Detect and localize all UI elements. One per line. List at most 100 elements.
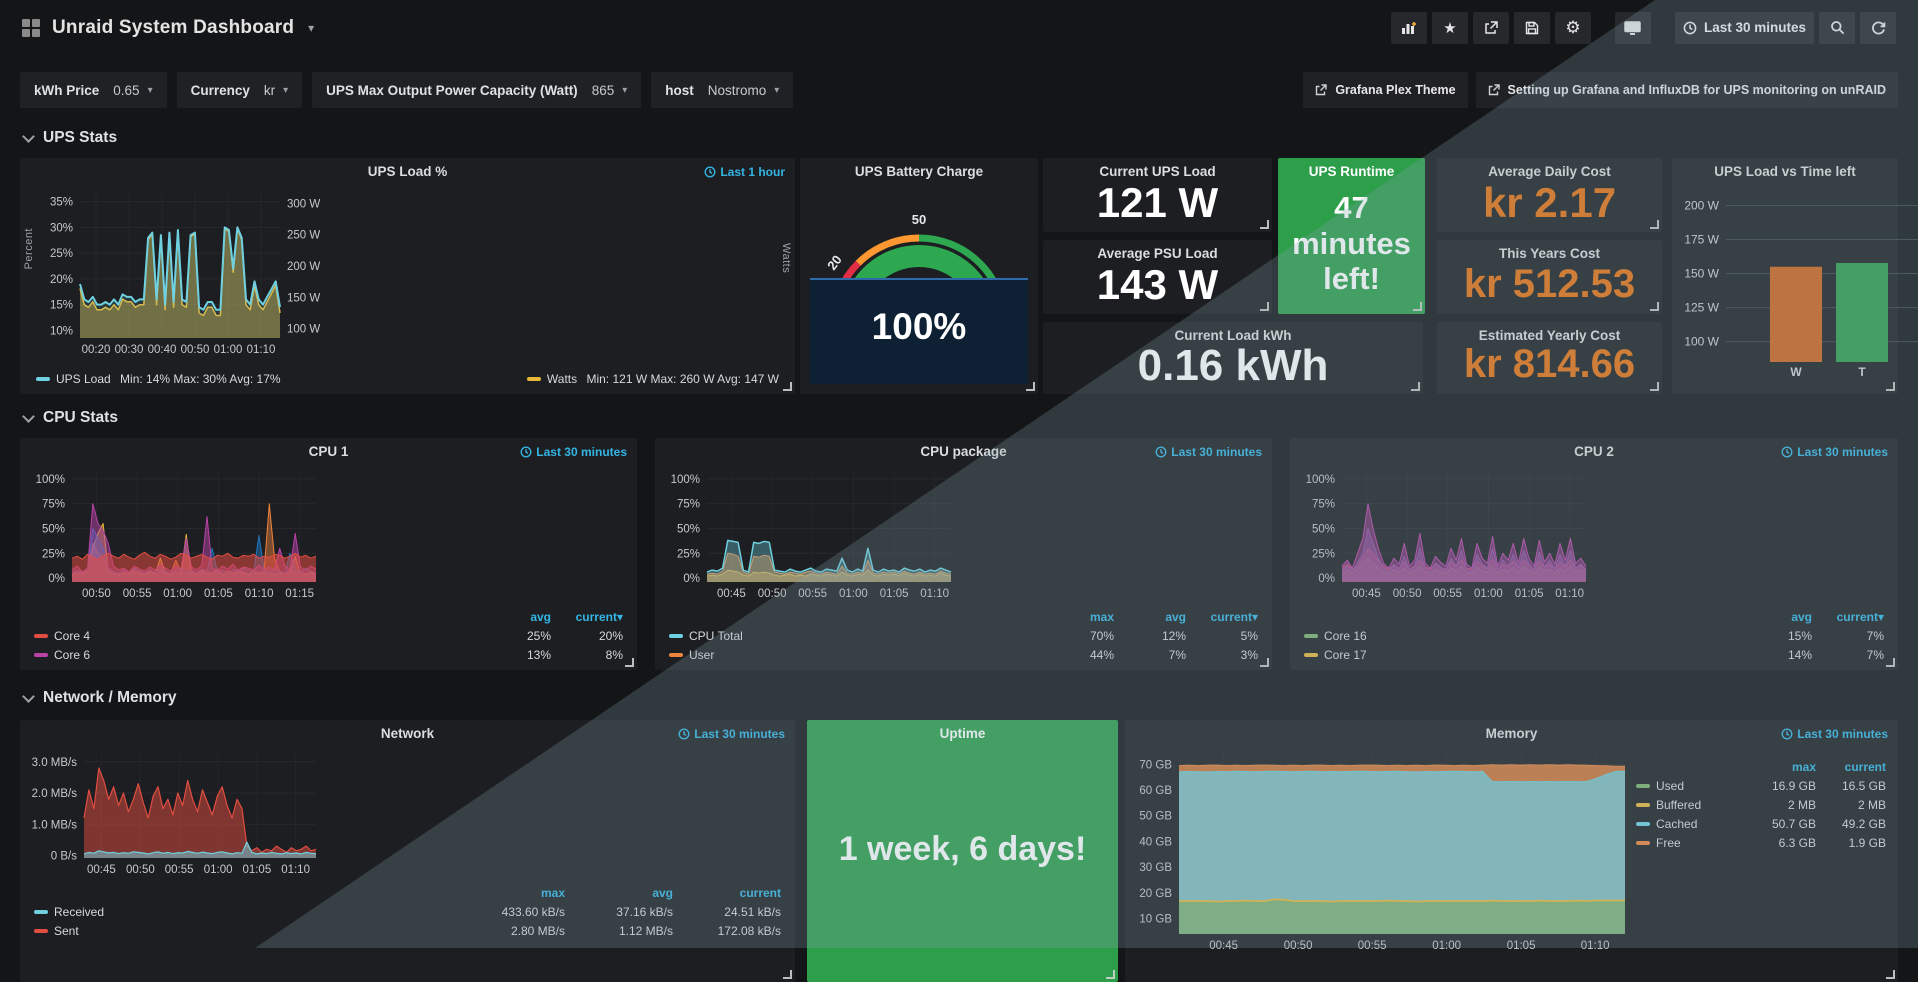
search-button[interactable] <box>1819 11 1855 44</box>
legend-column-header[interactable]: current▾ <box>1836 610 1884 624</box>
legend-column-header[interactable]: current <box>1844 760 1886 774</box>
panel-title[interactable]: UPS Battery Charge <box>854 164 984 179</box>
share-icon <box>1485 20 1498 34</box>
ups-load-chart: 35% 30% 25% 20% 15% 10% 300 W 250 W 200 W 150 W 10… <box>50 194 320 356</box>
panel-time-range[interactable]: Last 30 minutes <box>520 445 627 459</box>
panel-current-load-kwh: Current Load kWh 0.16 kWh <box>1043 322 1423 394</box>
legend-series-label[interactable]: Core 6 <box>54 648 91 662</box>
legend-series-label[interactable]: Used <box>1656 779 1685 793</box>
svg-text:175 W: 175 W <box>1684 233 1719 247</box>
legend-column-header[interactable]: avg <box>1791 610 1812 624</box>
stat-value: kr 2.17 <box>1482 179 1617 226</box>
legend-column-header[interactable]: max <box>1791 760 1816 774</box>
legend-series-label[interactable]: Free <box>1656 836 1681 850</box>
clock-icon <box>704 166 716 178</box>
legend-series-stats: Min: 14% Max: 30% Avg: 17% <box>116 372 281 386</box>
variable-value-dropdown[interactable]: 865 ▾ <box>591 82 628 98</box>
svg-text:00:50: 00:50 <box>1284 940 1313 952</box>
legend-series-label[interactable]: Core 16 <box>1324 629 1367 643</box>
legend-series-label[interactable]: Core 17 <box>1324 648 1367 662</box>
legend-series-label[interactable]: UPS Load <box>56 372 111 386</box>
stat-value: kr 512.53 <box>1463 262 1636 306</box>
legend-value: 7% <box>1866 629 1884 643</box>
collapse-chevron-icon <box>22 409 35 423</box>
legend-value: 2 MB <box>1857 798 1886 812</box>
stat-value: 121 W <box>1096 179 1219 226</box>
section-cpu-stats[interactable]: CPU Stats <box>22 406 118 430</box>
legend-column-header[interactable]: max <box>540 886 565 900</box>
svg-text:10 GB: 10 GB <box>1139 914 1172 926</box>
svg-text:0%: 0% <box>48 573 65 585</box>
panel-title[interactable]: Memory <box>1485 726 1538 741</box>
panel-time-range[interactable]: Last 1 hour <box>704 165 785 179</box>
legend-series-label[interactable]: User <box>689 648 715 662</box>
legend-value: 16.9 GB <box>1771 779 1816 793</box>
legend-series-label[interactable]: CPU Total <box>689 629 743 643</box>
refresh-button[interactable] <box>1860 11 1896 44</box>
legend-column-header[interactable]: current▾ <box>1210 610 1258 624</box>
link-grafana-influxdb-guide[interactable]: Setting up Grafana and InfluxDB for UPS … <box>1475 72 1898 108</box>
time-range-picker[interactable]: Last 30 minutes <box>1674 11 1814 44</box>
panel-title[interactable]: UPS Runtime <box>1308 164 1395 179</box>
panel-title[interactable]: Average Daily Cost <box>1488 164 1611 179</box>
gauge-value: 100% <box>871 306 967 347</box>
panel-title[interactable]: CPU 1 <box>308 444 349 459</box>
panel-title[interactable]: Estimated Yearly Cost <box>1478 328 1621 343</box>
dashboard-grid-icon[interactable] <box>22 18 40 37</box>
section-network-memory[interactable]: Network / Memory <box>22 686 177 710</box>
legend-series-label[interactable]: Watts <box>546 372 578 386</box>
y2-axis-label: Watts <box>780 243 792 274</box>
panel-time-range[interactable]: Last 30 minutes <box>1781 727 1888 741</box>
panel-network: Network Last 30 minutes 3.0 MB/s 2.0 MB/s… <box>20 720 795 982</box>
dashboard-title[interactable]: Unraid System Dashboard <box>52 16 295 38</box>
panel-title[interactable]: Current Load kWh <box>1174 328 1292 343</box>
legend-series-label[interactable]: Sent <box>54 924 79 938</box>
legend-column-header[interactable]: avg <box>1165 610 1186 624</box>
legend-column-header[interactable]: avg <box>652 886 673 900</box>
panel-title[interactable]: CPU package <box>920 444 1007 459</box>
legend-column-header[interactable]: max <box>1089 610 1114 624</box>
panel-title[interactable]: Average PSU Load <box>1097 246 1218 261</box>
legend-column-header[interactable]: avg <box>530 610 551 624</box>
panel-title[interactable]: CPU 2 <box>1574 444 1614 459</box>
legend-series-label[interactable]: Core 4 <box>54 629 91 643</box>
legend-series-label[interactable]: Cached <box>1656 817 1698 831</box>
settings-button[interactable]: ⚙ <box>1554 11 1591 44</box>
legend-series-marker <box>1636 822 1650 826</box>
legend-column-header[interactable]: current <box>739 886 781 900</box>
share-button[interactable] <box>1472 11 1509 44</box>
panel-time-range[interactable]: Last 30 minutes <box>678 727 785 741</box>
panel-title[interactable]: This Years Cost <box>1498 246 1601 261</box>
variable-value-dropdown[interactable]: kr ▾ <box>263 82 289 98</box>
svg-text:00:50: 00:50 <box>82 588 111 600</box>
svg-text:01:00: 01:00 <box>214 344 243 356</box>
save-button[interactable] <box>1513 11 1550 44</box>
legend-series-label[interactable]: Received <box>54 905 105 919</box>
panel-title[interactable]: Network <box>380 726 435 741</box>
svg-text:01:05: 01:05 <box>242 864 271 876</box>
section-ups-stats[interactable]: UPS Stats <box>22 126 117 150</box>
svg-text:W: W <box>1790 365 1802 379</box>
panel-title[interactable]: Uptime <box>939 726 986 741</box>
time-range-label: Last 30 minutes <box>1703 20 1806 35</box>
add-panel-button[interactable] <box>1390 11 1427 44</box>
variable-value-dropdown[interactable]: 0.65 ▾ <box>113 82 153 98</box>
variable-value-dropdown[interactable]: Nostromo ▾ <box>707 82 780 98</box>
add-panel-icon <box>1401 21 1416 34</box>
clock-icon <box>1155 446 1167 458</box>
tv-mode-button[interactable] <box>1614 11 1651 44</box>
link-grafana-plex-theme[interactable]: Grafana Plex Theme <box>1303 72 1468 108</box>
legend-column-header[interactable]: current▾ <box>575 610 623 624</box>
legend-series-label[interactable]: Buffered <box>1656 798 1702 812</box>
panel-time-range[interactable]: Last 30 minutes <box>1155 445 1262 459</box>
panel-title[interactable]: UPS Load % <box>367 164 448 179</box>
svg-text:01:05: 01:05 <box>1515 588 1544 600</box>
svg-text:01:15: 01:15 <box>285 588 314 600</box>
svg-text:50%: 50% <box>1312 523 1335 535</box>
star-button[interactable]: ★ <box>1431 11 1468 44</box>
svg-text:150 W: 150 W <box>287 292 320 304</box>
clock-icon <box>520 446 532 458</box>
panel-title[interactable]: Current UPS Load <box>1099 164 1216 179</box>
panel-title[interactable]: UPS Load vs Time left <box>1714 164 1856 179</box>
panel-time-range[interactable]: Last 30 minutes <box>1781 445 1888 459</box>
